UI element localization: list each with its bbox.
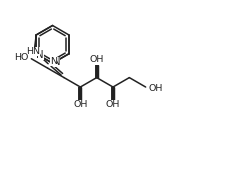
Text: N: N <box>36 50 44 60</box>
Text: OH: OH <box>73 100 88 109</box>
Text: HN: HN <box>26 47 40 56</box>
Text: OH: OH <box>149 84 163 92</box>
Text: N: N <box>53 57 60 67</box>
Text: OH: OH <box>106 100 120 109</box>
Text: N: N <box>50 57 57 66</box>
Text: HO: HO <box>14 53 28 62</box>
Text: OH: OH <box>90 55 104 64</box>
